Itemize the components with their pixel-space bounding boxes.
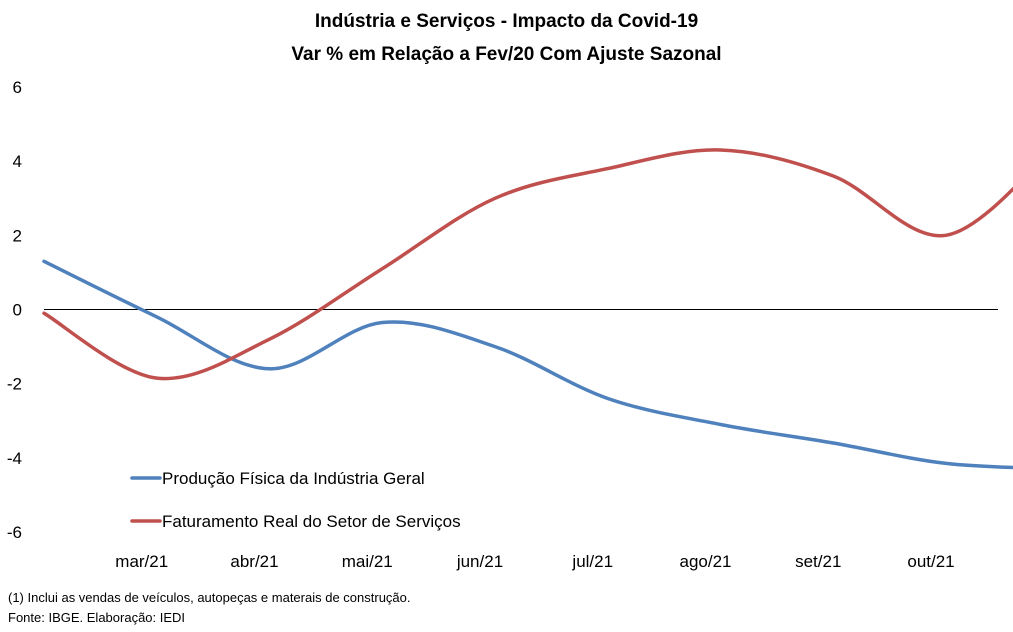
legend-label: Faturamento Real do Setor de Serviços	[162, 512, 461, 531]
y-tick-label: 6	[13, 78, 22, 97]
chart-subtitle: Var % em Relação a Fev/20 Com Ajuste Saz…	[291, 44, 722, 65]
y-tick-label: -4	[7, 449, 22, 468]
footnote: (1) Inclui as vendas de veículos, autope…	[8, 590, 411, 605]
legend-label: Produção Física da Indústria Geral	[162, 469, 425, 488]
x-tick-label: jun/21	[456, 552, 503, 571]
x-tick-label: mar/21	[115, 552, 168, 571]
chart-title: Indústria e Serviços - Impacto da Covid-…	[314, 11, 699, 32]
series-lines	[42, 148, 1013, 470]
x-tick-label: abr/21	[230, 552, 278, 571]
y-tick-label: 2	[13, 226, 22, 245]
legend: Produção Física da Indústria Geral Fatura…	[130, 469, 461, 531]
x-tick-label: mai/21	[342, 552, 393, 571]
y-axis-ticks: 6 4 2 0 -2 -4 -6	[7, 78, 22, 542]
series-line-producao	[42, 259, 1013, 470]
source-note: Fonte: IBGE. Elaboração: IEDI	[8, 610, 186, 625]
y-tick-label: -6	[7, 523, 22, 542]
y-tick-label: 0	[13, 301, 22, 320]
x-tick-label: set/21	[795, 552, 841, 571]
x-axis-ticks: mar/21 abr/21 mai/21 jun/21 jul/21 ago/21 set/…	[115, 552, 954, 571]
y-tick-label: 4	[13, 152, 22, 171]
y-tick-label: -2	[7, 375, 22, 394]
x-tick-label: jul/21	[571, 552, 613, 571]
x-tick-label: ago/21	[680, 552, 732, 571]
series-line-faturamento	[42, 148, 1013, 381]
x-tick-label: out/21	[907, 552, 954, 571]
